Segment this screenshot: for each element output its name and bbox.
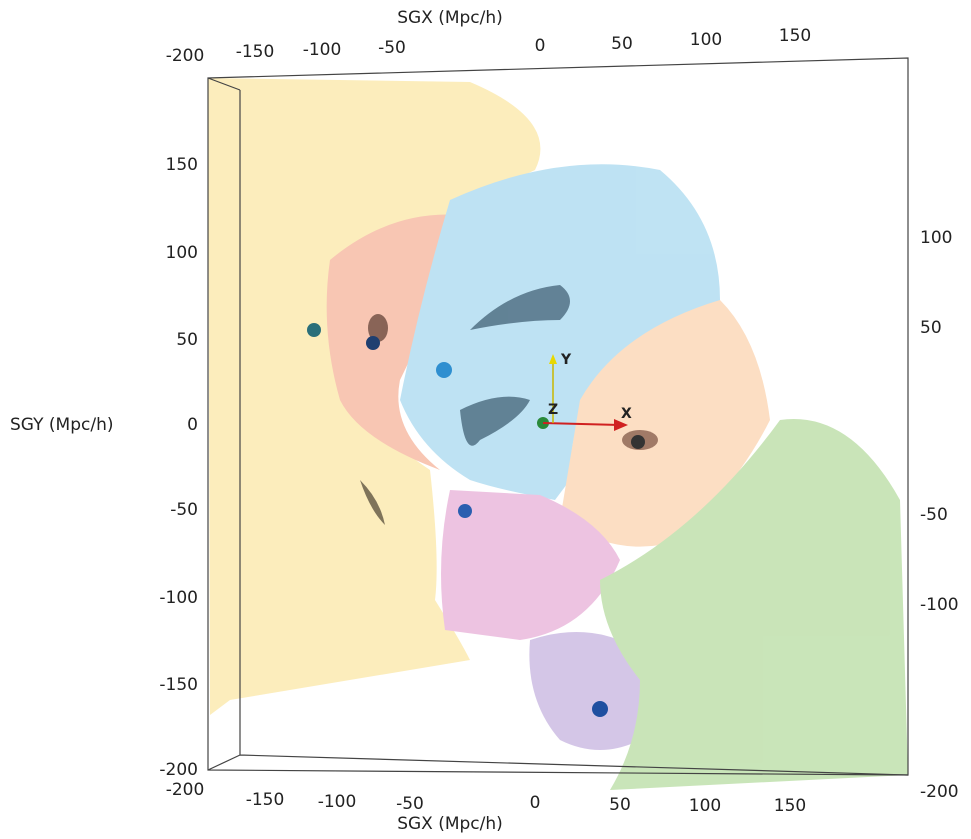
tick-label: 100 [690, 30, 722, 50]
tick-label: -200 [159, 760, 198, 780]
tick-label: -200 [166, 780, 205, 800]
tick-label: 100 [920, 228, 952, 248]
tick-label: 100 [689, 796, 721, 816]
top-axis-title: SGX (Mpc/h) [397, 8, 503, 28]
left-axis-title: SGY (Mpc/h) [10, 415, 113, 435]
tick-label: 50 [920, 318, 942, 338]
tick-label: -200 [920, 782, 959, 802]
tick-label: -50 [378, 38, 406, 58]
tick-label: 0 [535, 36, 546, 56]
z-label: Z [548, 402, 558, 418]
tick-label: -100 [920, 595, 959, 615]
tick-label: -50 [170, 500, 198, 520]
tick-label: 100 [166, 243, 198, 263]
tick-label: -100 [303, 40, 342, 60]
tick-label: 50 [176, 330, 198, 350]
tick-labels: -200 -150 -100 -50 0 50 100 150 -200 -150 -100 -50 0… [159, 26, 958, 816]
green-basin [600, 419, 908, 790]
tick-label: 0 [187, 415, 198, 435]
bottom-axis-title: SGX (Mpc/h) [397, 814, 503, 834]
attractors [307, 323, 645, 717]
purple-basin [529, 632, 650, 750]
tick-label: -50 [396, 794, 424, 814]
tick-label: -150 [236, 42, 275, 62]
tick-label: 50 [611, 34, 633, 54]
peach-basin [560, 300, 770, 547]
box-frame [207, 57, 909, 776]
tick-label: -50 [920, 505, 948, 525]
tick-label: -100 [318, 792, 357, 812]
flow-regions [208, 78, 908, 790]
y-label: Y [560, 352, 572, 368]
orange-basin [326, 214, 460, 470]
tick-label: 50 [609, 795, 631, 815]
tick-label: 150 [166, 155, 198, 175]
yellow-basin [208, 78, 541, 715]
tick-label: 0 [530, 793, 541, 813]
triad: X Y Z [542, 352, 632, 431]
tick-label: 150 [779, 26, 811, 46]
tick-label: 150 [774, 796, 806, 816]
tick-label: -150 [246, 790, 285, 810]
pink-basin [441, 490, 620, 640]
x-label: X [621, 406, 632, 422]
tick-label: -150 [159, 675, 198, 695]
tick-label: -100 [159, 588, 198, 608]
tick-label: -200 [166, 46, 205, 66]
